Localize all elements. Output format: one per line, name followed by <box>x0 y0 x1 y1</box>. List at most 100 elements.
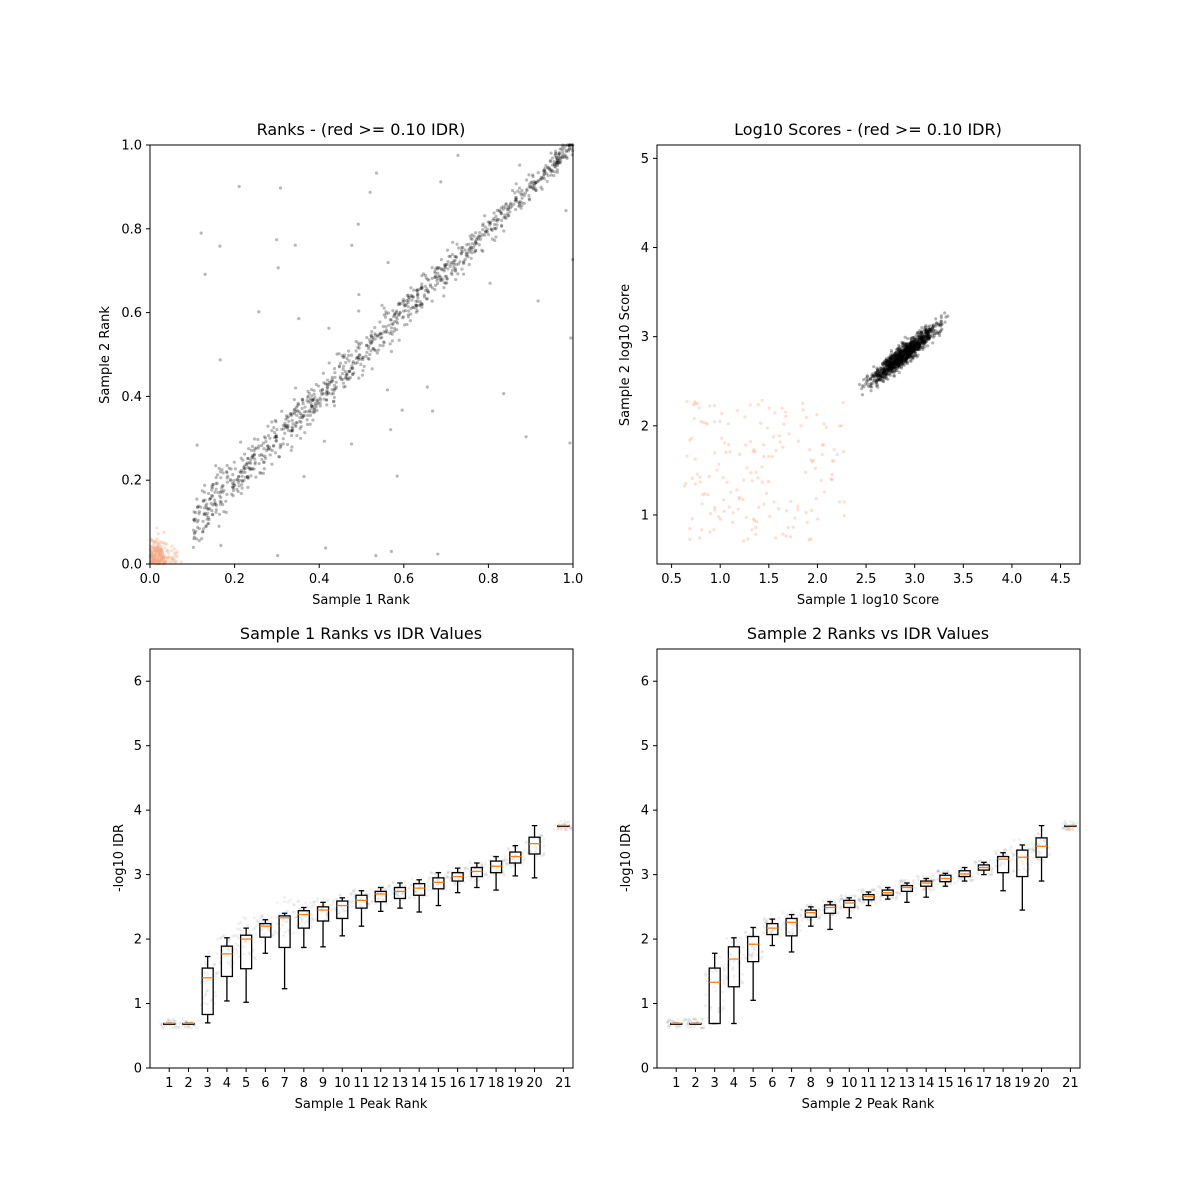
data-point <box>895 359 899 363</box>
data-point <box>937 322 941 326</box>
data-point <box>904 346 908 351</box>
data-point <box>172 558 177 563</box>
data-point <box>426 290 430 294</box>
data-point <box>893 360 898 364</box>
panel-title: Sample 1 Ranks vs IDR Values <box>240 624 482 643</box>
data-point <box>686 1021 690 1025</box>
data-point <box>894 358 898 362</box>
data-point <box>887 364 892 368</box>
data-point <box>246 456 250 461</box>
data-point <box>474 231 478 235</box>
data-point <box>278 446 282 450</box>
data-point <box>888 353 892 357</box>
data-point <box>227 946 231 950</box>
data-point <box>559 156 563 161</box>
data-point <box>365 343 369 347</box>
data-point <box>890 366 894 370</box>
data-point <box>899 350 903 354</box>
data-point <box>368 352 372 357</box>
data-point <box>916 335 920 339</box>
data-point <box>679 1024 683 1028</box>
data-point <box>219 500 223 504</box>
data-point <box>894 354 898 358</box>
data-point <box>237 474 241 479</box>
data-point <box>890 367 894 371</box>
data-point <box>928 336 932 340</box>
data-point <box>290 445 294 449</box>
data-point <box>199 231 203 235</box>
data-point <box>896 349 900 353</box>
data-point <box>902 344 907 348</box>
data-point <box>338 376 342 380</box>
data-point <box>450 252 455 257</box>
data-point <box>384 310 388 314</box>
data-point <box>374 333 378 337</box>
data-point <box>395 474 399 478</box>
data-point <box>864 376 868 380</box>
data-point <box>685 1025 689 1029</box>
data-point <box>889 367 893 371</box>
data-point <box>976 872 980 876</box>
data-point <box>554 151 558 155</box>
data-point <box>517 204 521 208</box>
data-point <box>536 179 540 183</box>
data-point <box>242 464 247 468</box>
data-point <box>312 900 316 904</box>
data-point <box>908 341 912 345</box>
data-point <box>914 348 918 352</box>
data-point <box>372 348 377 352</box>
data-point <box>351 899 355 903</box>
data-point <box>430 286 435 290</box>
data-point <box>414 890 418 894</box>
data-point <box>390 322 394 326</box>
data-point <box>252 467 256 471</box>
data-point <box>184 1020 188 1024</box>
data-point <box>910 339 914 343</box>
data-point <box>891 357 896 362</box>
data-point <box>330 375 334 380</box>
data-point <box>896 356 900 360</box>
y-axis-label: -log10 IDR <box>619 824 634 892</box>
data-point <box>920 340 924 344</box>
data-point <box>160 1023 164 1027</box>
data-point <box>929 327 933 331</box>
data-point <box>156 532 160 536</box>
data-point <box>351 361 355 365</box>
data-point <box>211 494 215 498</box>
box-plot <box>557 824 570 828</box>
data-point <box>211 513 215 517</box>
data-point <box>499 212 503 216</box>
data-point <box>699 419 703 424</box>
data-point <box>898 350 902 354</box>
data-point <box>885 366 889 370</box>
data-point <box>704 974 708 978</box>
data-point <box>901 344 905 348</box>
data-point <box>905 342 909 347</box>
data-point <box>415 304 419 308</box>
data-point <box>561 152 565 156</box>
data-point <box>250 454 255 458</box>
data-point <box>438 278 442 282</box>
data-point <box>266 433 271 438</box>
data-point <box>907 351 911 355</box>
data-point <box>904 350 908 354</box>
data-point <box>901 362 905 366</box>
data-point <box>255 919 259 923</box>
data-point <box>234 942 238 946</box>
data-point <box>883 361 887 365</box>
data-point <box>900 352 904 356</box>
data-point <box>155 557 159 562</box>
data-point <box>350 364 354 368</box>
data-point <box>433 271 437 275</box>
data-point <box>863 382 868 386</box>
data-point <box>951 876 955 880</box>
data-point <box>176 1025 180 1029</box>
data-point <box>886 365 890 369</box>
data-point <box>943 320 947 324</box>
data-point <box>514 197 518 202</box>
data-point <box>274 434 278 439</box>
data-point <box>279 427 284 431</box>
data-point <box>157 542 161 546</box>
data-point <box>542 837 546 841</box>
data-point <box>352 892 356 896</box>
